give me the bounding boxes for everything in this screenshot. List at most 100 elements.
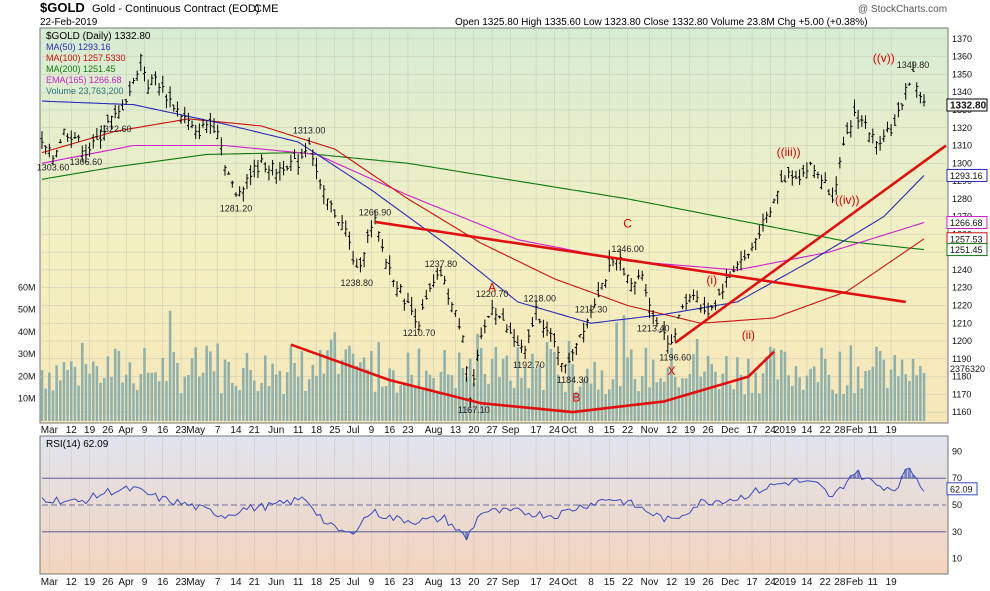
- x-tick-label: Jul: [347, 577, 360, 588]
- wave-label: B: [572, 390, 580, 404]
- volume-bar: [62, 362, 66, 421]
- x-tick-label: 13: [450, 425, 462, 436]
- volume-bar: [242, 367, 245, 421]
- volume-bar: [758, 393, 761, 421]
- price-tick-label: 1200: [952, 336, 972, 346]
- value-tag: [946, 168, 988, 182]
- volume-bar: [878, 350, 882, 421]
- volume-bar: [220, 393, 223, 421]
- ma50-line: [41, 100, 925, 324]
- volume-bar: [681, 378, 684, 421]
- volume-bar: [318, 349, 322, 421]
- volume-bar: [677, 387, 681, 421]
- volume-bar: [776, 379, 779, 421]
- volume-bar: [399, 385, 402, 421]
- x-tick-label: 8: [588, 577, 594, 588]
- price-series: [40, 53, 926, 408]
- price-label: 1349.80: [897, 60, 930, 70]
- volume-bar: [150, 372, 154, 421]
- volume-bar: [256, 391, 260, 421]
- volume-bar: [886, 387, 889, 421]
- volume-bar: [99, 382, 102, 421]
- volume-bar: [370, 350, 373, 421]
- volume-bar: [187, 374, 190, 421]
- cup-arc: [290, 343, 775, 414]
- volume-bar: [791, 385, 794, 421]
- volume-bar: [201, 372, 205, 421]
- x-tick-label: Jun: [268, 577, 284, 588]
- wave-label: ((iv)): [835, 193, 860, 207]
- volume-bar: [176, 362, 179, 421]
- x-tick-label: 17: [746, 425, 758, 436]
- volume-bar: [395, 392, 399, 421]
- volume-bar: [48, 372, 51, 421]
- volume-bar: [183, 376, 187, 421]
- volume-bar: [578, 386, 582, 421]
- x-tick-label: 16: [384, 577, 396, 588]
- volume-bar: [146, 372, 150, 421]
- price-tick-label: 1160: [952, 407, 971, 417]
- legend-ma100: MA(100) 1257.5330: [46, 53, 126, 63]
- volume-bar: [44, 388, 47, 421]
- volume-bar: [278, 370, 282, 421]
- wave-label: A: [488, 280, 496, 294]
- volume-bar: [300, 351, 304, 421]
- volume-bar: [714, 371, 717, 421]
- volume-bar: [911, 358, 915, 421]
- volume-bar: [516, 347, 520, 421]
- price-panel: [39, 27, 949, 424]
- volume-bar: [421, 390, 424, 421]
- x-tick-label: 19: [84, 425, 96, 436]
- x-tick-label: Feb: [846, 425, 864, 436]
- x-tick-label: May: [186, 425, 205, 436]
- volume-bar: [586, 368, 589, 421]
- volume-bar: [179, 393, 183, 421]
- volume-bar: [128, 362, 132, 421]
- volume-bar: [216, 343, 219, 421]
- x-tick-label: 12: [666, 577, 678, 588]
- volume-bar: [461, 367, 465, 421]
- volume-bar: [534, 368, 538, 421]
- x-tick-label: 21: [249, 577, 261, 588]
- x-tick-label: 9: [142, 425, 148, 436]
- wave-label: ((v)): [873, 51, 895, 65]
- x-tick-label: 20: [468, 425, 480, 436]
- x-tick-label: 22: [622, 425, 634, 436]
- rsi-line: [41, 467, 925, 541]
- volume-tick-label: 50M: [18, 305, 36, 315]
- x-tick-label: 11: [868, 577, 879, 588]
- volume-bar: [747, 358, 750, 421]
- volume-bar: [523, 366, 527, 421]
- x-tick-label: 19: [886, 425, 898, 436]
- volume-bar: [919, 365, 922, 421]
- volume-bar: [285, 372, 289, 421]
- x-tick-label: Oct: [561, 577, 577, 588]
- x-tick-label: 19: [84, 577, 96, 588]
- volume-bar: [593, 361, 596, 421]
- price-tick-label: 1300: [952, 158, 972, 168]
- volume-bar: [381, 386, 384, 421]
- price-label: 1184.30: [557, 375, 589, 385]
- volume-bar: [161, 357, 165, 421]
- x-tick-label: 2019: [774, 425, 797, 436]
- value-tag: [946, 243, 988, 257]
- x-tick-label: Feb: [846, 577, 864, 588]
- volume-bar: [688, 374, 692, 421]
- volume-bar: [311, 364, 315, 421]
- volume-bar: [51, 390, 55, 421]
- volume-bar: [289, 345, 293, 421]
- volume-bar: [736, 357, 739, 421]
- x-tick-label: 24: [765, 577, 777, 588]
- rsi-tick-label: 90: [952, 446, 962, 456]
- volume-bar: [798, 377, 801, 421]
- volume-bar: [362, 357, 366, 421]
- value-tag: [946, 216, 988, 230]
- x-tick-label: 19: [684, 425, 696, 436]
- volume-bar: [245, 352, 249, 421]
- volume-bar: [640, 376, 644, 421]
- volume-bar: [425, 370, 428, 421]
- volume-bar: [443, 350, 446, 421]
- volume-bar: [875, 346, 878, 421]
- volume-bar: [772, 348, 776, 421]
- x-tick-label: 23: [402, 577, 414, 588]
